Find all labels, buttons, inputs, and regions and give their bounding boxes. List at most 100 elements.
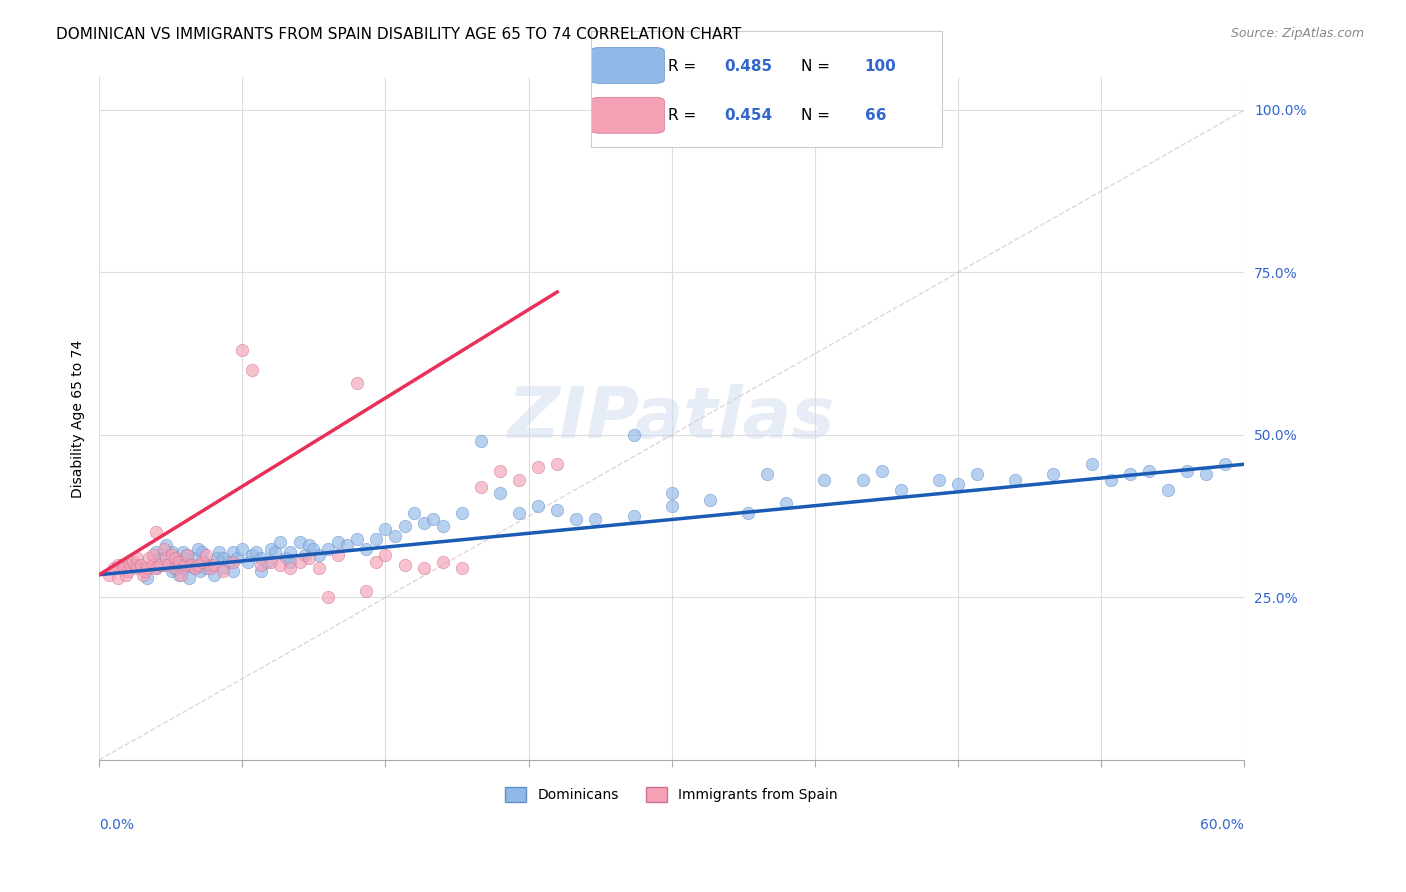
Point — [124, 558, 146, 572]
Point — [155, 539, 177, 553]
Point — [174, 558, 197, 572]
Point — [153, 558, 176, 572]
Point — [374, 548, 396, 562]
Text: Source: ZipAtlas.com: Source: ZipAtlas.com — [1230, 27, 1364, 40]
Point — [623, 509, 645, 524]
Point — [394, 519, 416, 533]
Point — [135, 561, 157, 575]
Point — [1213, 457, 1236, 471]
Text: 0.485: 0.485 — [724, 59, 772, 73]
Point — [546, 457, 568, 471]
Point — [356, 584, 378, 599]
Point — [890, 483, 912, 498]
Point — [364, 532, 387, 546]
Point — [176, 548, 198, 562]
Text: 0.454: 0.454 — [724, 108, 772, 123]
Point — [195, 561, 218, 575]
Point — [489, 464, 512, 478]
Point — [240, 548, 263, 562]
Point — [813, 474, 835, 488]
Point — [183, 561, 205, 575]
Text: N =: N = — [801, 108, 835, 123]
Point — [218, 555, 240, 569]
Point — [432, 519, 454, 533]
Point — [198, 558, 221, 572]
Point — [142, 548, 165, 562]
Point — [966, 467, 988, 481]
Point — [302, 541, 325, 556]
Point — [170, 567, 193, 582]
Point — [115, 567, 138, 582]
Point — [97, 567, 120, 582]
Point — [222, 555, 245, 569]
Point — [117, 565, 139, 579]
Point — [756, 467, 779, 481]
Point — [316, 591, 339, 605]
Point — [263, 545, 285, 559]
Point — [308, 561, 330, 575]
Text: R =: R = — [668, 59, 702, 73]
Point — [172, 545, 194, 559]
Point — [180, 558, 202, 572]
Point — [127, 551, 149, 566]
Point — [145, 561, 167, 575]
Point — [1119, 467, 1142, 481]
FancyBboxPatch shape — [591, 97, 664, 133]
Point — [187, 541, 209, 556]
Point — [565, 512, 588, 526]
Point — [145, 525, 167, 540]
Point — [623, 428, 645, 442]
Point — [583, 512, 606, 526]
Point — [245, 545, 267, 559]
Point — [384, 529, 406, 543]
Point — [156, 558, 179, 572]
Point — [450, 506, 472, 520]
Point — [191, 545, 214, 559]
Point — [946, 476, 969, 491]
Point — [135, 571, 157, 585]
Point — [111, 558, 134, 572]
Point — [450, 561, 472, 575]
Point — [470, 434, 492, 449]
Point — [225, 551, 247, 566]
Point — [118, 558, 141, 572]
Point — [195, 548, 218, 562]
Point — [432, 555, 454, 569]
Point — [260, 541, 283, 556]
Point — [278, 555, 301, 569]
Point — [145, 545, 167, 559]
Legend: Dominicans, Immigrants from Spain: Dominicans, Immigrants from Spain — [499, 781, 844, 807]
Point — [250, 551, 273, 566]
Point — [928, 474, 950, 488]
Point — [149, 551, 172, 566]
Point — [129, 558, 152, 572]
Point — [269, 558, 291, 572]
Text: DOMINICAN VS IMMIGRANTS FROM SPAIN DISABILITY AGE 65 TO 74 CORRELATION CHART: DOMINICAN VS IMMIGRANTS FROM SPAIN DISAB… — [56, 27, 741, 42]
Point — [169, 567, 191, 582]
Text: N =: N = — [801, 59, 835, 73]
Point — [155, 551, 177, 566]
Point — [422, 512, 444, 526]
Point — [775, 496, 797, 510]
Point — [661, 500, 683, 514]
Point — [207, 551, 229, 566]
Point — [208, 545, 231, 559]
Point — [250, 558, 273, 572]
Point — [240, 363, 263, 377]
Point — [1195, 467, 1218, 481]
Point — [160, 565, 183, 579]
Point — [256, 555, 278, 569]
Point — [169, 558, 191, 572]
Point — [112, 561, 135, 575]
Point — [288, 555, 311, 569]
Point — [737, 506, 759, 520]
Point — [336, 539, 359, 553]
Point — [165, 551, 187, 566]
Point — [127, 558, 149, 572]
Text: ZIPatlas: ZIPatlas — [508, 384, 835, 453]
Point — [188, 565, 211, 579]
Point — [1080, 457, 1102, 471]
Text: 60.0%: 60.0% — [1201, 818, 1244, 832]
Point — [160, 545, 183, 559]
Point — [236, 555, 259, 569]
